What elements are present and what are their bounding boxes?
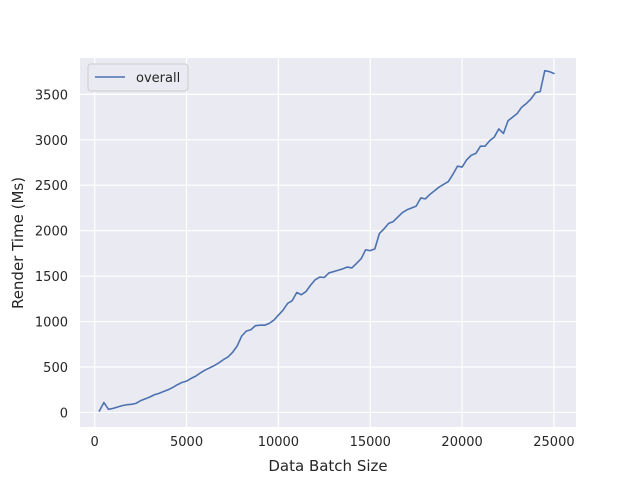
x-tick-label: 10000 [258, 435, 299, 450]
series-layer [98, 69, 555, 412]
y-tick-label: 1500 [35, 270, 68, 285]
y-tick-label: 2500 [35, 179, 68, 194]
x-tick-label: 0 [91, 435, 99, 450]
plot-area [80, 58, 576, 427]
y-tick-label: 500 [43, 361, 68, 376]
x-axis-label: Data Batch Size [268, 457, 387, 475]
legend: overall [87, 63, 189, 92]
tick-labels: 0 5000 10000 15000 20000 25000 0 500 1000 1500 200… [35, 88, 575, 450]
x-tick-label: 15000 [350, 435, 391, 450]
y-tick-label: 0 [60, 406, 68, 421]
y-tick-label: 3500 [35, 88, 68, 103]
x-tick-label: 25000 [533, 435, 574, 450]
x-tick-label: 5000 [170, 435, 203, 450]
grid-lines [80, 58, 576, 427]
series-line-overall [98, 69, 555, 412]
legend-label-overall: overall [136, 71, 180, 86]
legend-box [87, 63, 189, 92]
x-tick-label: 20000 [441, 435, 482, 450]
y-axis-label: Render Time (Ms) [9, 177, 27, 309]
y-tick-label: 3000 [35, 134, 68, 149]
y-tick-label: 1000 [35, 316, 68, 331]
y-tick-label: 2000 [35, 225, 68, 240]
